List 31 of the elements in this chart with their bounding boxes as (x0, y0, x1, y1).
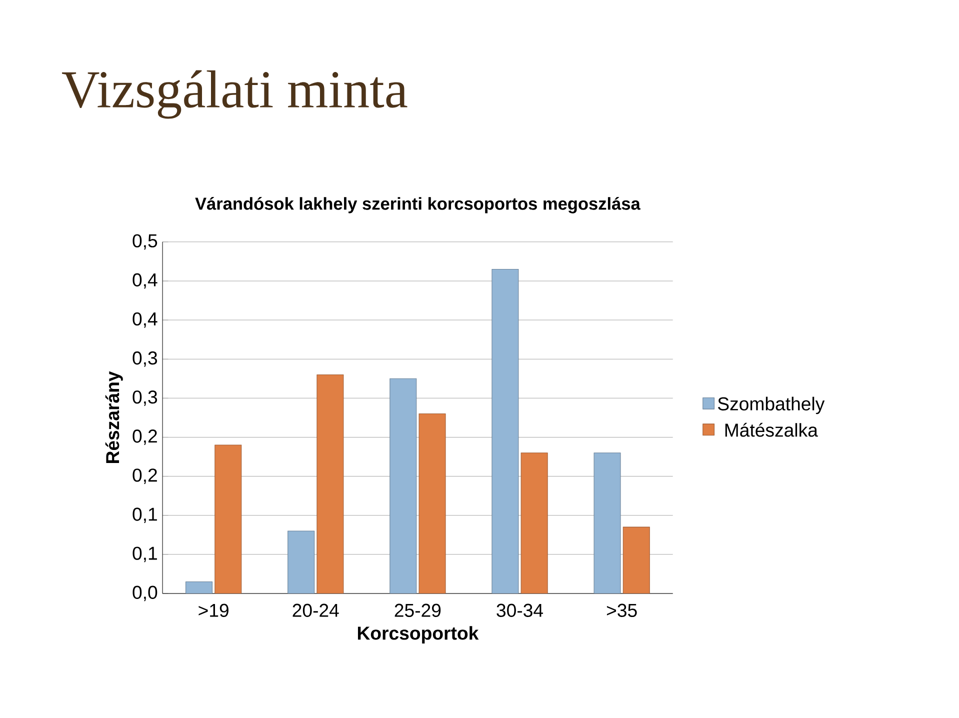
x-tick-label: 30-34 (496, 604, 543, 617)
chart-title: Várandósok lakhely szerinti korcsoportos megoszlása (195, 196, 640, 214)
bar (186, 581, 213, 594)
x-tick-label: 25-29 (394, 604, 441, 617)
y-tick-label: 0,3 (132, 351, 158, 367)
bar (288, 530, 315, 594)
y-tick-label: 0,0 (132, 586, 158, 602)
bar (390, 378, 417, 594)
y-tick-label: 0,1 (132, 508, 157, 523)
y-tick-label: 0,1 (132, 546, 157, 562)
chart-subtitle: Vizsgálati minta (62, 70, 408, 119)
y-tick-label: 0,2 (132, 468, 157, 484)
x-tick-label: >19 (198, 604, 228, 617)
bar (622, 526, 650, 594)
x-axis-title: Korcsoportok (358, 626, 479, 644)
bar (316, 374, 344, 594)
bar (418, 413, 446, 594)
y-tick-label: 0,5 (132, 234, 158, 250)
bar (214, 444, 242, 594)
x-tick-label: >35 (606, 604, 637, 617)
bar (520, 452, 548, 594)
y-tick-label: 0,2 (132, 429, 157, 445)
y-axis-title: Részarány (105, 371, 123, 463)
x-tick-label: 20-24 (292, 604, 339, 617)
legend-label: Szombathely (718, 396, 825, 414)
y-tick-label: 0,3 (132, 390, 158, 406)
y-tick-label: 0,4 (132, 273, 158, 289)
bar (492, 268, 519, 594)
legend-label: Mátészalka (725, 422, 818, 437)
y-tick-label: 0,4 (132, 312, 158, 328)
bar (594, 452, 621, 594)
